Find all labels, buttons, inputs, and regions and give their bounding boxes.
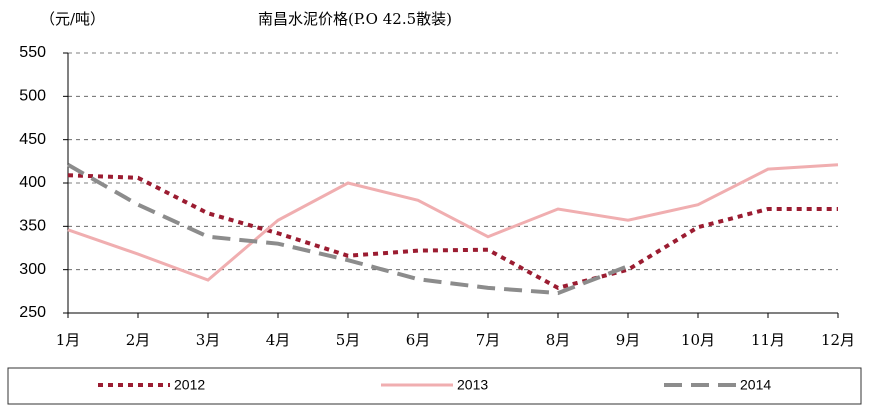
x-tick-label: 12月 [821,331,855,349]
y-axis-label: （元/吨） [40,10,105,28]
y-tick-label: 300 [19,261,46,278]
x-tick-label: 9月 [616,331,641,349]
y-tick-label: 550 [19,44,46,61]
x-tick-label: 11月 [751,331,785,349]
series-line [67,173,838,291]
y-tick-label: 400 [19,174,46,191]
y-tick-label: 350 [19,218,46,235]
y-tick-label: 450 [19,131,46,148]
series-line [67,163,629,296]
x-tick-label: 6月 [406,331,431,349]
x-tick-label: 4月 [266,331,291,349]
legend-label: 2013 [457,377,488,393]
x-tick-label: 1月 [56,331,81,349]
x-tick-label: 5月 [336,331,361,349]
legend-label: 2014 [740,377,771,393]
series-line [67,163,839,282]
x-tick-label: 8月 [546,331,571,349]
legend-label: 2012 [174,377,205,393]
y-tick-label: 500 [19,88,46,105]
x-tick-label: 3月 [196,331,221,349]
chart-title: 南昌水泥价格(P.O 42.5散装) [258,10,452,28]
y-tick-label: 250 [19,304,46,321]
x-tick-label: 10月 [681,331,715,349]
legend-box [7,367,862,405]
x-tick-label: 2月 [126,331,151,349]
x-tick-label: 7月 [476,331,501,349]
